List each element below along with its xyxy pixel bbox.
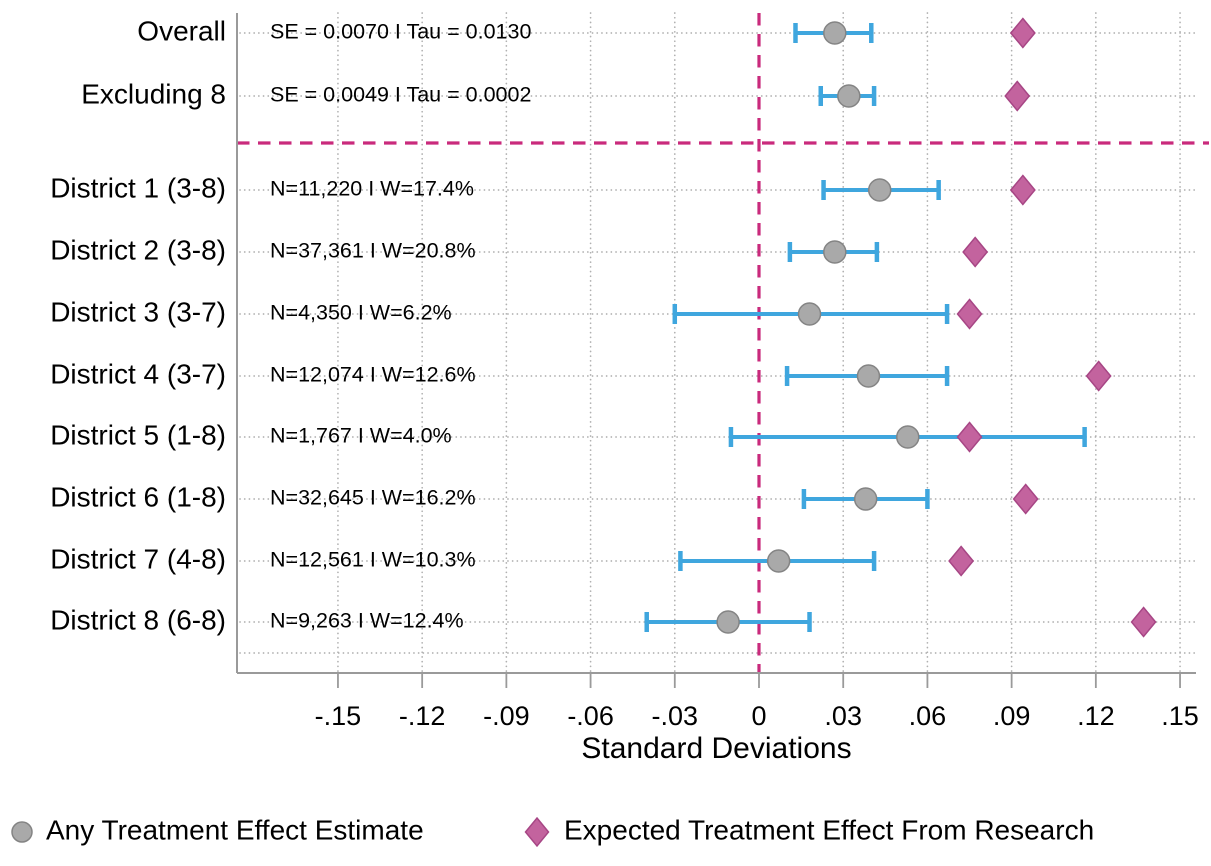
expected-marker — [1009, 17, 1036, 49]
x-tick-label: -.03 — [652, 701, 699, 731]
row-annotation: N=4,350 I W=6.2% — [270, 301, 452, 325]
row-label: Overall — [137, 15, 226, 46]
row-annotation: N=32,645 I W=16.2% — [270, 486, 476, 510]
row-annotation: SE = 0.0070 I Tau = 0.0130 — [270, 20, 531, 44]
legend-label-estimate: Any Treatment Effect Estimate — [46, 814, 424, 845]
row-annotation: N=37,361 I W=20.8% — [270, 239, 476, 263]
expected-marker — [1004, 80, 1031, 112]
legend-circle-icon — [11, 821, 33, 843]
expected-marker — [1085, 360, 1112, 392]
row-label: District 3 (3-7) — [50, 296, 226, 327]
row-label: District 2 (3-8) — [50, 234, 226, 265]
x-tick-label: .03 — [824, 701, 862, 731]
row-label: Excluding 8 — [81, 78, 226, 109]
estimate-marker — [797, 302, 822, 326]
legend-diamond-icon — [524, 816, 550, 848]
row-label: District 4 (3-7) — [50, 358, 226, 389]
row-annotation: N=12,561 I W=10.3% — [270, 548, 476, 572]
row-annotation: N=11,220 I W=17.4% — [270, 177, 474, 201]
estimate-marker — [896, 425, 920, 449]
row-annotation: N=9,263 I W=12.4% — [270, 609, 464, 633]
row-annotation: SE = 0.0049 I Tau = 0.0002 — [270, 83, 531, 107]
x-tick-label: 0 — [751, 701, 766, 731]
row-label: District 6 (1-8) — [50, 481, 226, 512]
row-annotation: N=1,767 I W=4.0% — [270, 424, 452, 448]
row-label: District 5 (1-8) — [50, 419, 226, 450]
x-tick-label: -.06 — [567, 701, 614, 731]
x-tick-label: -.15 — [315, 701, 362, 731]
estimate-marker — [823, 240, 847, 264]
estimate-marker — [766, 549, 791, 573]
estimate-marker — [856, 364, 881, 388]
legend-label-expected: Expected Treatment Effect From Research — [564, 814, 1094, 845]
estimate-marker — [867, 178, 892, 202]
estimate-marker — [823, 21, 847, 45]
expected-marker — [956, 421, 983, 453]
expected-marker — [1009, 174, 1036, 206]
row-label: District 8 (6-8) — [50, 604, 226, 635]
x-tick-label: .12 — [1077, 701, 1115, 731]
row-label: District 7 (4-8) — [50, 543, 226, 574]
expected-marker — [1012, 483, 1039, 515]
estimate-marker — [716, 610, 740, 634]
row-label: District 1 (3-8) — [50, 172, 226, 203]
x-tick-label: -.12 — [399, 701, 446, 731]
row-annotation: N=12,074 I W=12.6% — [270, 363, 476, 387]
x-tick-label: .09 — [993, 701, 1031, 731]
estimate-marker — [837, 84, 861, 108]
x-tick-label: -.09 — [483, 701, 530, 731]
x-tick-label: .06 — [909, 701, 947, 731]
estimate-marker — [853, 487, 878, 511]
x-axis-title: Standard Deviations — [581, 732, 851, 765]
expected-marker — [962, 236, 989, 268]
expected-marker — [1130, 606, 1157, 638]
expected-marker — [956, 298, 983, 330]
x-tick-label: .15 — [1161, 701, 1199, 731]
expected-marker — [948, 545, 975, 577]
